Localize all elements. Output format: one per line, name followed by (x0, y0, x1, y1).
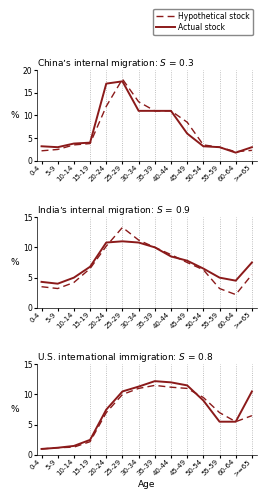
X-axis label: Age: Age (138, 480, 155, 489)
Text: China’s internal migration: $S$ = 0.3: China’s internal migration: $S$ = 0.3 (37, 57, 194, 70)
Text: U.S. international immigration: $S$ = 0.8: U.S. international immigration: $S$ = 0.… (37, 351, 213, 364)
Y-axis label: %: % (10, 111, 19, 120)
Legend: Hypothetical stock, Actual stock: Hypothetical stock, Actual stock (153, 9, 253, 35)
Y-axis label: %: % (10, 405, 19, 414)
Text: India’s internal migration: $S$ = 0.9: India’s internal migration: $S$ = 0.9 (37, 204, 191, 217)
Y-axis label: %: % (10, 258, 19, 267)
